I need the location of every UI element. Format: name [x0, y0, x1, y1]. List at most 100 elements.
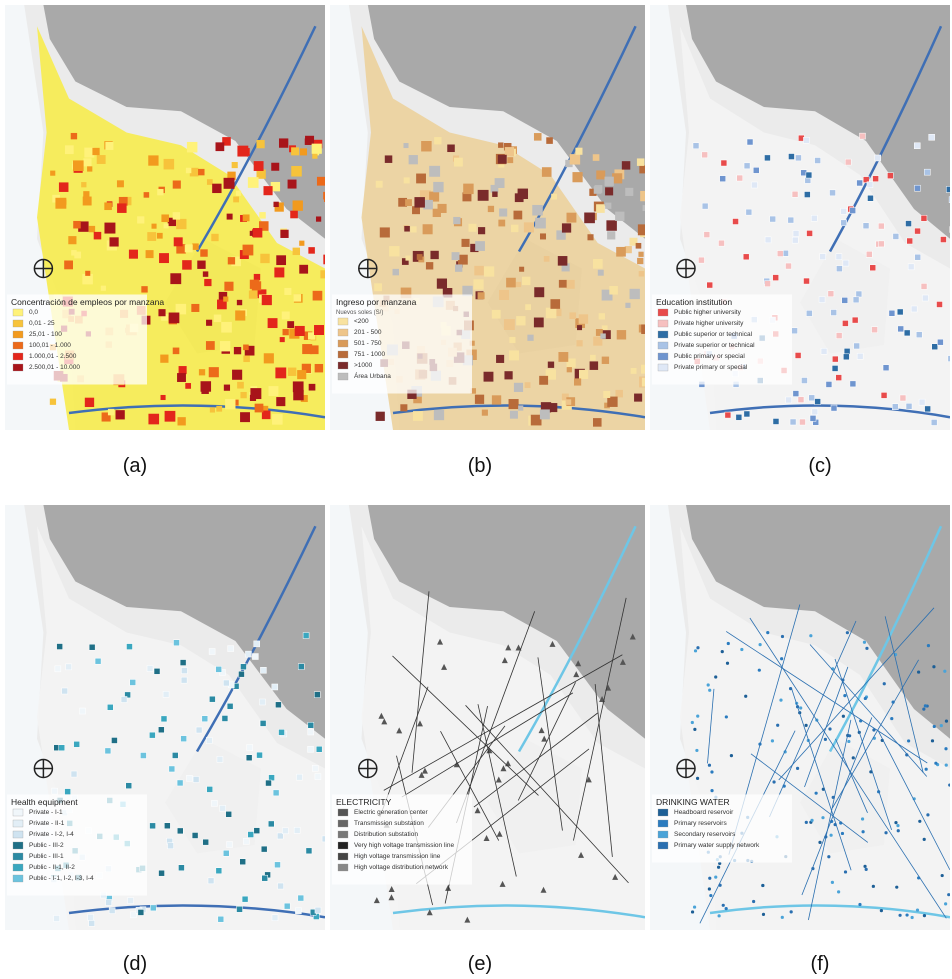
- block: [492, 395, 501, 404]
- block: [937, 339, 943, 345]
- block: [907, 238, 913, 244]
- legend-label: Transmission substation: [354, 820, 424, 827]
- legend-title: Concentración de empleos por manzana: [11, 297, 164, 307]
- block: [157, 233, 163, 239]
- block: [242, 896, 248, 902]
- reservoir: [779, 699, 782, 702]
- legend-swatch: [13, 309, 23, 316]
- block: [235, 310, 245, 320]
- block: [853, 297, 859, 303]
- block: [246, 755, 252, 761]
- block: [216, 666, 222, 672]
- block: [413, 411, 423, 421]
- reservoir: [872, 885, 875, 888]
- block: [843, 260, 849, 266]
- block: [478, 227, 485, 234]
- block: [299, 241, 304, 246]
- block: [522, 277, 530, 285]
- block: [222, 715, 228, 721]
- reservoir: [693, 728, 696, 731]
- block: [385, 155, 392, 162]
- reservoir: [718, 914, 721, 917]
- block: [178, 417, 186, 425]
- block: [177, 780, 183, 786]
- block: [177, 828, 183, 834]
- block: [744, 411, 750, 417]
- block: [73, 160, 84, 171]
- block: [224, 282, 233, 291]
- block: [282, 828, 288, 834]
- block: [558, 352, 568, 362]
- block: [88, 914, 94, 920]
- block: [291, 147, 299, 155]
- legend-label: 201 - 500: [354, 329, 382, 336]
- block: [209, 648, 215, 654]
- block: [575, 148, 582, 155]
- block: [596, 204, 605, 213]
- block: [799, 419, 805, 425]
- block: [634, 394, 642, 402]
- block: [792, 191, 798, 197]
- block: [720, 176, 726, 182]
- block: [291, 166, 302, 177]
- block: [836, 266, 842, 272]
- reservoir: [766, 631, 769, 634]
- block: [226, 811, 232, 817]
- block: [185, 383, 191, 389]
- block: [872, 327, 878, 333]
- reservoir: [883, 682, 886, 685]
- block: [105, 142, 113, 150]
- block: [638, 224, 645, 235]
- reservoir: [799, 706, 802, 709]
- block: [821, 348, 827, 354]
- reservoir: [708, 877, 711, 880]
- block: [250, 280, 259, 289]
- block: [182, 260, 191, 269]
- legend-label: Public higher university: [674, 309, 742, 316]
- block: [841, 220, 847, 226]
- legend-label: 0,01 - 25: [29, 320, 55, 327]
- reservoir: [725, 715, 728, 718]
- block: [421, 141, 431, 151]
- block: [283, 329, 289, 335]
- block: [863, 223, 869, 229]
- block: [531, 415, 542, 426]
- block: [433, 209, 441, 217]
- block: [259, 212, 265, 218]
- block: [116, 410, 125, 419]
- reservoir: [945, 720, 948, 723]
- legend-swatch: [658, 309, 668, 316]
- block: [423, 224, 433, 234]
- block: [491, 185, 499, 193]
- block: [50, 399, 56, 405]
- block: [922, 295, 928, 301]
- block: [602, 357, 609, 364]
- panel-caption: (c): [760, 455, 880, 478]
- block: [603, 391, 610, 398]
- block: [211, 234, 218, 241]
- block: [841, 208, 847, 214]
- block: [279, 138, 288, 147]
- reservoir: [708, 764, 711, 767]
- block: [163, 691, 169, 697]
- block: [852, 317, 858, 323]
- block: [288, 180, 297, 189]
- block: [137, 216, 144, 223]
- block: [630, 289, 640, 299]
- reservoir: [727, 642, 730, 645]
- block: [562, 223, 571, 232]
- block: [915, 228, 921, 234]
- block: [416, 174, 426, 184]
- block: [590, 361, 599, 370]
- block: [725, 412, 731, 418]
- reservoir: [790, 910, 793, 913]
- block: [622, 161, 630, 169]
- block: [192, 243, 198, 249]
- legend-swatch: [338, 809, 348, 816]
- block: [792, 237, 798, 243]
- reservoir: [905, 913, 908, 916]
- block: [844, 348, 850, 354]
- reservoir: [865, 868, 868, 871]
- block: [641, 324, 645, 334]
- block: [159, 253, 169, 263]
